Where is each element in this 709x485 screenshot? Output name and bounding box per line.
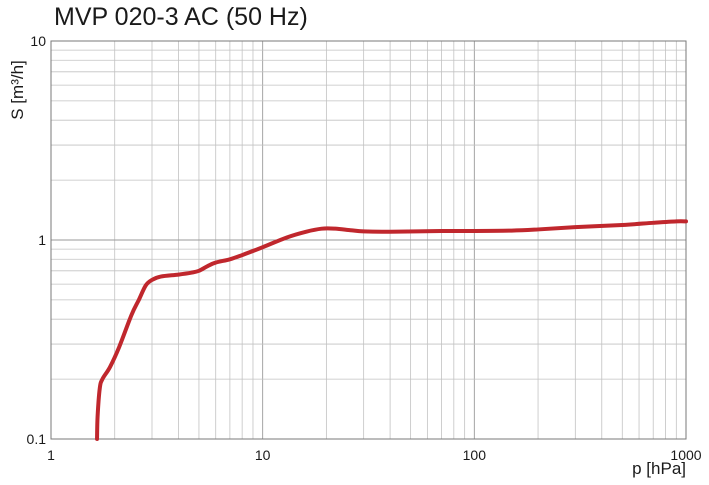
plot-frame: [50, 40, 687, 440]
x-tick-label: 1000: [670, 447, 701, 463]
x-axis-label: p [hPa]: [632, 459, 686, 478]
grid: [51, 41, 686, 439]
series-group: [95, 219, 688, 441]
chart-title: MVP 020-3 AC (50 Hz): [54, 3, 308, 31]
y-tick-labels: 0.1 1 10: [27, 33, 47, 447]
y-tick-label: 1: [38, 232, 46, 248]
series-line: [95, 219, 688, 441]
x-tick-label: 100: [463, 447, 487, 463]
x-tick-label: 1: [47, 447, 55, 463]
y-tick-label: 0.1: [27, 431, 47, 447]
x-tick-labels: 1 10 100 1000: [47, 447, 702, 463]
y-axis-label: S [m³/h]: [8, 60, 27, 120]
x-tick-label: 10: [255, 447, 271, 463]
y-tick-label: 10: [30, 33, 46, 49]
